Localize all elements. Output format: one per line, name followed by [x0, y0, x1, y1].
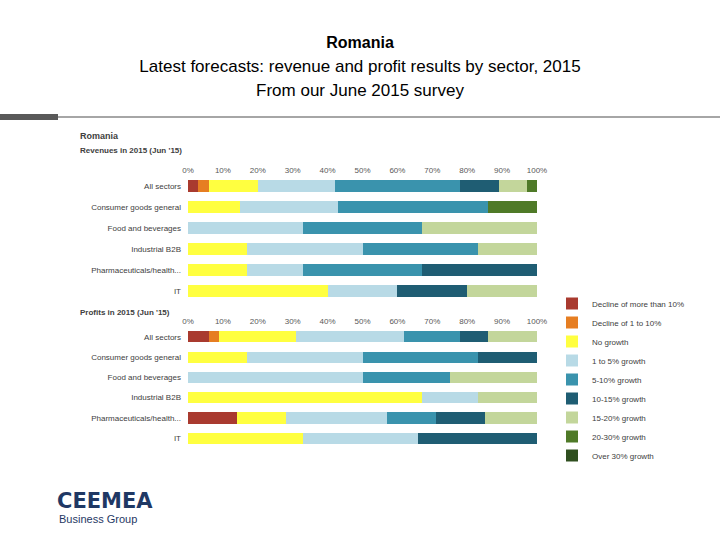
svg-text:0%: 0% — [182, 317, 194, 326]
svg-text:10%: 10% — [215, 166, 231, 175]
svg-text:All sectors: All sectors — [144, 333, 181, 342]
svg-text:Romania: Romania — [80, 131, 119, 141]
svg-text:Food and beverages: Food and beverages — [108, 373, 181, 382]
svg-text:100%: 100% — [527, 317, 547, 326]
svg-text:80%: 80% — [459, 166, 475, 175]
svg-text:50%: 50% — [354, 317, 370, 326]
svg-text:10%: 10% — [215, 317, 231, 326]
svg-text:1 to 5% growth: 1 to 5% growth — [592, 357, 645, 366]
svg-text:70%: 70% — [424, 317, 440, 326]
svg-text:40%: 40% — [320, 166, 336, 175]
svg-text:10-15% growth: 10-15% growth — [592, 395, 646, 404]
svg-text:90%: 90% — [494, 166, 510, 175]
svg-text:All sectors: All sectors — [144, 182, 181, 191]
svg-text:Industrial B2B: Industrial B2B — [131, 393, 181, 402]
svg-text:5-10% growth: 5-10% growth — [592, 376, 641, 385]
svg-text:30%: 30% — [285, 166, 301, 175]
svg-text:100%: 100% — [527, 166, 547, 175]
html-text:From our June 2015 survey: From our June 2015 survey — [256, 81, 464, 100]
svg-text:15-20% growth: 15-20% growth — [592, 414, 646, 423]
svg-text:Pharmaceuticals/health...: Pharmaceuticals/health... — [91, 266, 181, 275]
svg-text:80%: 80% — [459, 317, 475, 326]
svg-text:No growth: No growth — [592, 338, 628, 347]
svg-text:Revenues in 2015 (Jun '15): Revenues in 2015 (Jun '15) — [80, 146, 182, 155]
svg-text:Decline of 1 to 10%: Decline of 1 to 10% — [592, 319, 661, 328]
html-text:Latest forecasts: revenue and: Latest forecasts: revenue and profit res… — [139, 57, 581, 76]
svg-text:Food and beverages: Food and beverages — [108, 224, 181, 233]
svg-text:50%: 50% — [354, 166, 370, 175]
svg-text:Consumer goods general: Consumer goods general — [91, 203, 181, 212]
svg-text:40%: 40% — [320, 317, 336, 326]
svg-text:60%: 60% — [389, 166, 405, 175]
html-text:CEEMEA: CEEMEA — [57, 489, 153, 513]
svg-text:20%: 20% — [250, 317, 266, 326]
html-text:Business Group: Business Group — [59, 513, 138, 525]
svg-text:IT: IT — [174, 434, 181, 443]
html-text:Romania: Romania — [326, 34, 394, 51]
svg-text:Consumer goods general: Consumer goods general — [91, 353, 181, 362]
svg-text:Profits in 2015 (Jun '15): Profits in 2015 (Jun '15) — [80, 308, 170, 317]
svg-text:Industrial B2B: Industrial B2B — [131, 245, 181, 254]
svg-text:30%: 30% — [285, 317, 301, 326]
svg-text:60%: 60% — [389, 317, 405, 326]
svg-text:Over 30% growth: Over 30% growth — [592, 452, 654, 461]
svg-text:Pharmaceuticals/health...: Pharmaceuticals/health... — [91, 414, 181, 423]
svg-text:Decline of more than 10%: Decline of more than 10% — [592, 300, 684, 309]
svg-text:90%: 90% — [494, 317, 510, 326]
svg-text:20-30% growth: 20-30% growth — [592, 433, 646, 442]
svg-text:20%: 20% — [250, 166, 266, 175]
svg-text:IT: IT — [174, 287, 181, 296]
svg-text:0%: 0% — [182, 166, 194, 175]
svg-text:70%: 70% — [424, 166, 440, 175]
